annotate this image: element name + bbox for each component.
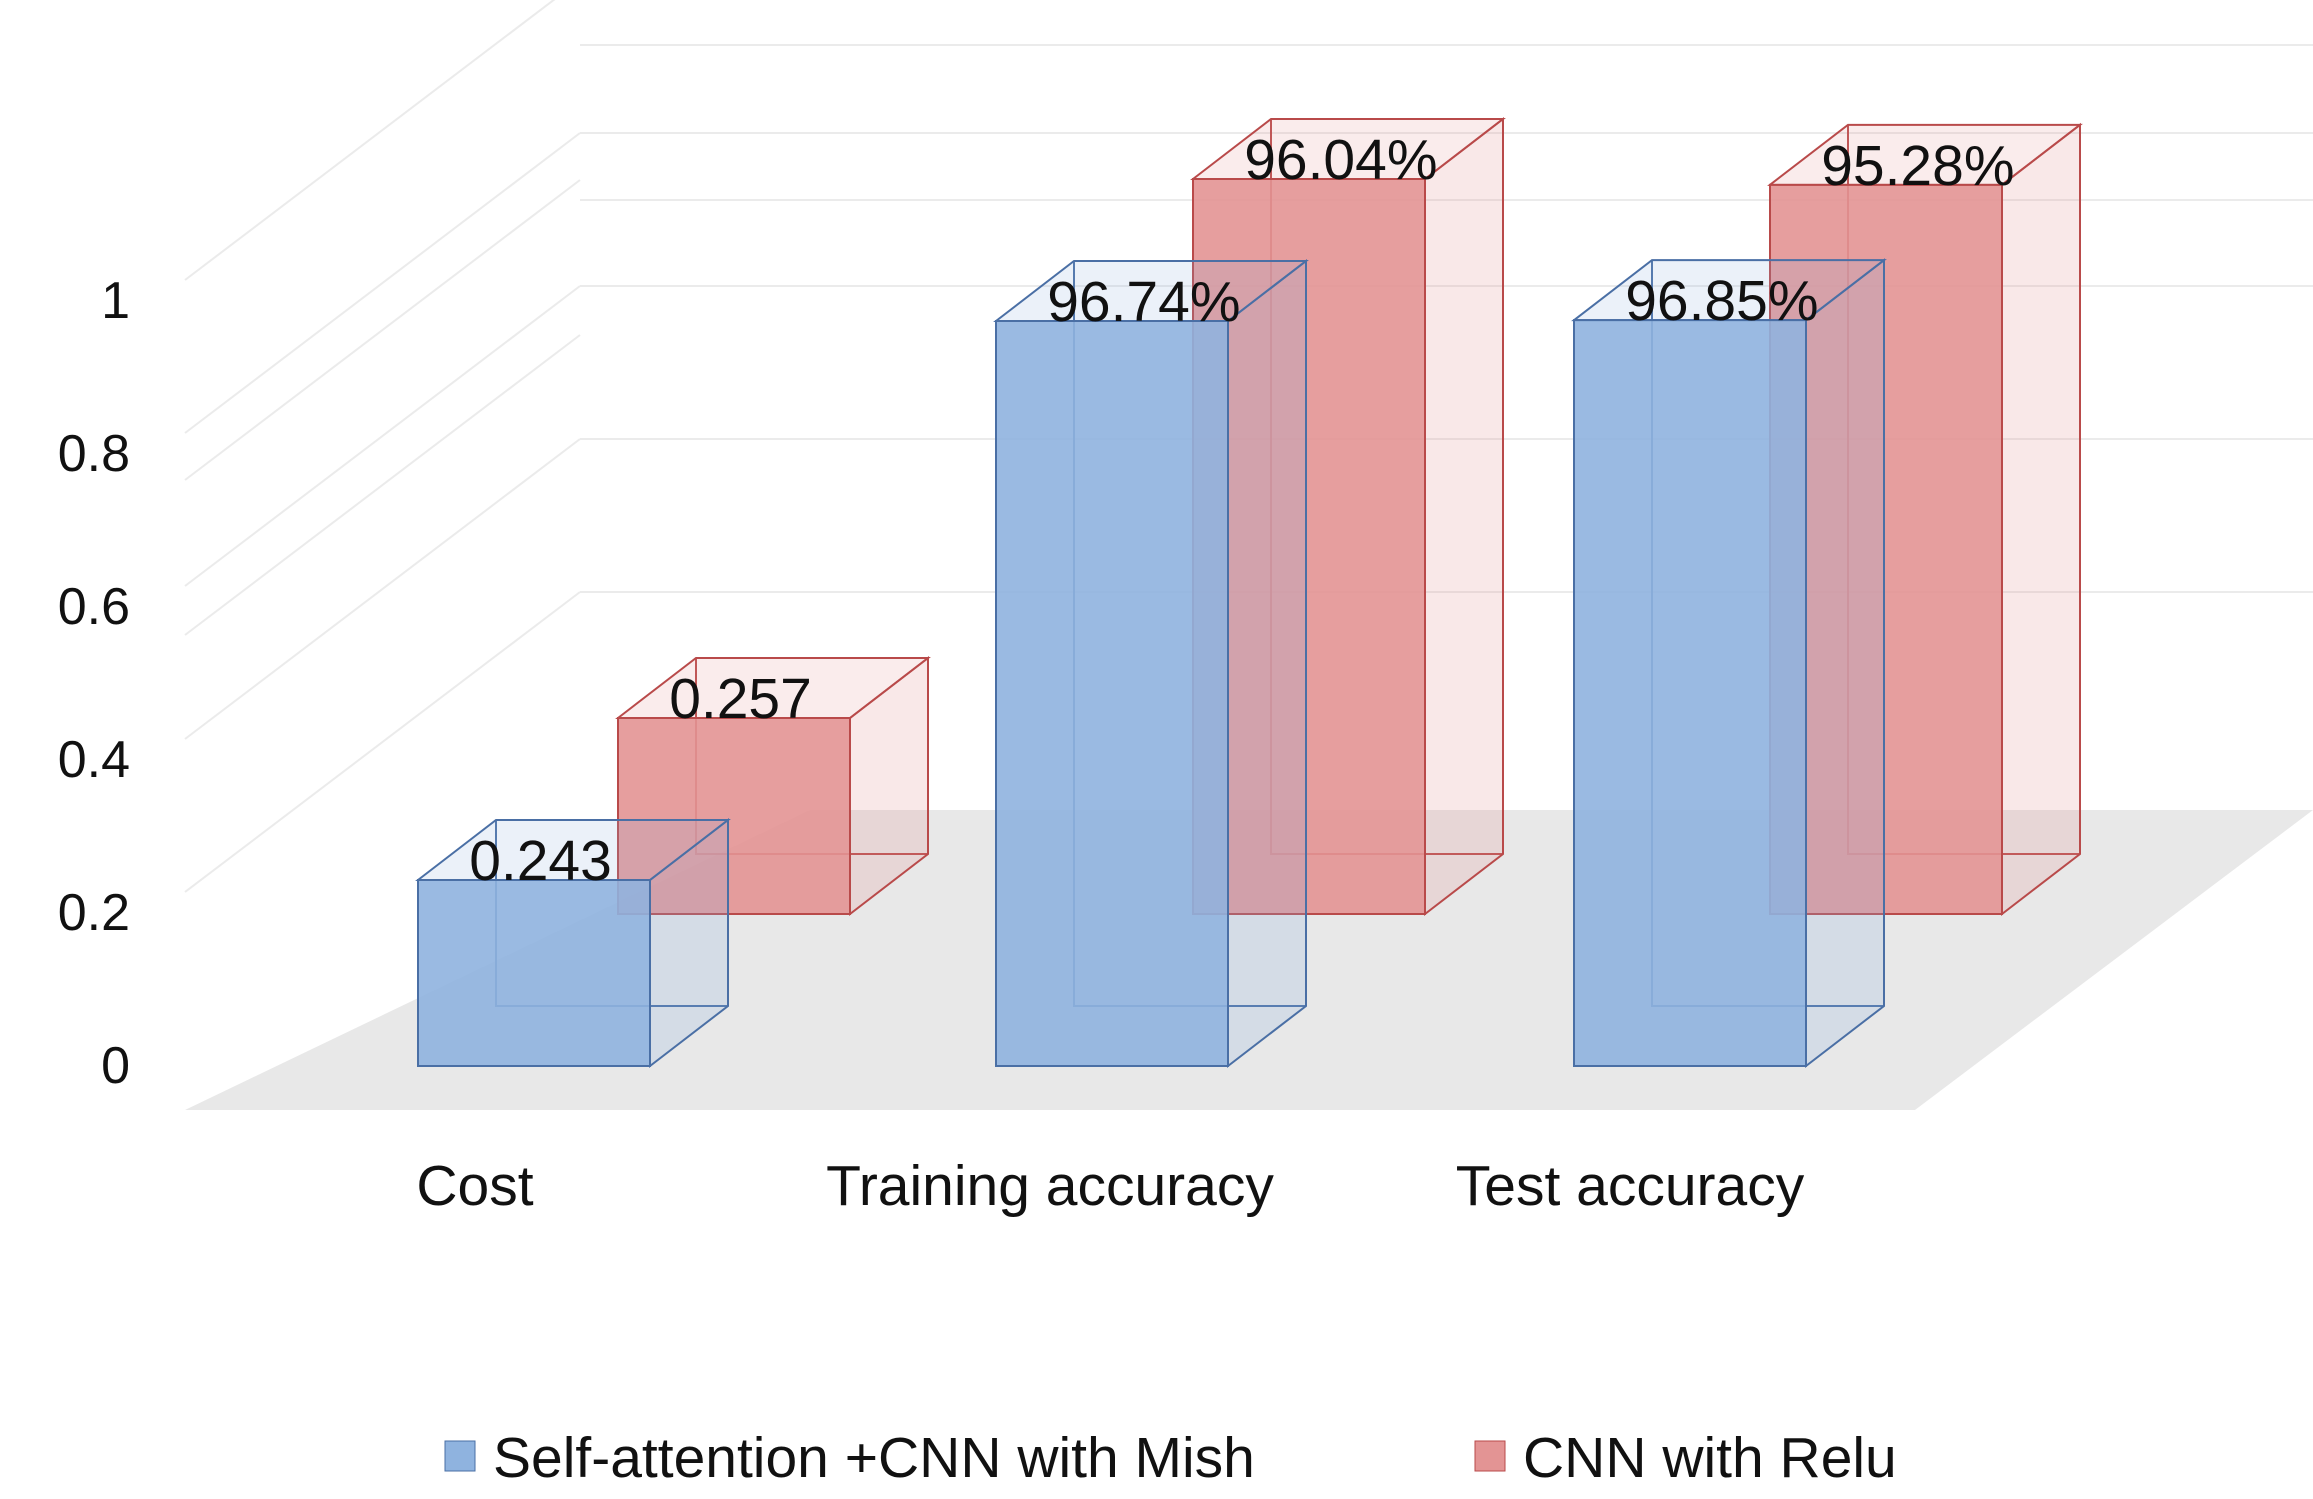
bar-self-attention-cnn-mish: 0.243 <box>415 817 731 1069</box>
gridline-side <box>184 438 581 740</box>
gridline-side <box>184 285 581 587</box>
bar-side <box>1227 258 1307 1069</box>
y-tick-label: 0.4 <box>58 731 130 789</box>
legend: Self-attention +CNN with Mish CNN with Re… <box>444 1426 1897 1490</box>
gridline-side <box>184 334 581 636</box>
gridline-side <box>184 0 556 281</box>
x-category-label: Training accuracy <box>826 1154 1274 1218</box>
bar-front <box>1573 319 1807 1067</box>
gridline-side <box>184 132 581 434</box>
data-label: 95.28% <box>1821 134 2014 198</box>
y-tick-label: 0 <box>101 1037 130 1095</box>
bar-self-attention-cnn-mish: 96.85% <box>1571 258 1887 1069</box>
y-axis-ticks: 0 0.2 0.4 0.6 0.8 1 <box>58 272 130 1095</box>
data-label: 96.74% <box>1047 270 1240 334</box>
y-tick-label: 0.2 <box>58 884 130 942</box>
x-category-label: Test accuracy <box>1456 1154 1805 1218</box>
bar-cnn-relu: 95.28% <box>1767 122 2083 917</box>
data-label: 96.85% <box>1625 269 1818 333</box>
gridline-side <box>184 591 581 893</box>
y-tick-label: 1 <box>101 272 130 330</box>
bar-front <box>417 879 651 1067</box>
legend-swatch <box>444 1440 476 1472</box>
gridline-side <box>184 179 581 481</box>
bars: 0.257 0.243 96.04% 96.74% 95.28% 96.85% <box>415 116 2083 1069</box>
x-axis-categories: Cost Training accuracy Test accuracy <box>416 1154 1804 1218</box>
legend-swatch <box>1474 1440 1506 1472</box>
category-group: 95.28% 96.85% <box>1571 122 2083 1069</box>
bar-cnn-relu: 96.04% <box>1190 116 1506 917</box>
category-group: 96.04% 96.74% <box>993 116 1506 1069</box>
data-label: 0.243 <box>469 829 612 893</box>
y-tick-label: 0.6 <box>58 578 130 636</box>
bar-cnn-relu: 0.257 <box>615 655 931 917</box>
x-category-label: Cost <box>416 1154 533 1218</box>
y-tick-label: 0.8 <box>58 425 130 483</box>
category-group: 0.257 0.243 <box>415 655 931 1069</box>
legend-item: CNN with Relu <box>1474 1426 1897 1490</box>
bar-side <box>2001 122 2081 917</box>
bar-self-attention-cnn-mish: 96.74% <box>993 258 1309 1069</box>
gridlines <box>184 0 2313 893</box>
bar-side <box>1805 258 1885 1069</box>
legend-item: Self-attention +CNN with Mish <box>444 1426 1255 1490</box>
bar-side <box>1424 116 1504 917</box>
data-label: 0.257 <box>669 667 812 731</box>
data-label: 96.04% <box>1244 128 1437 192</box>
bar-front <box>995 320 1229 1067</box>
legend-label: Self-attention +CNN with Mish <box>493 1426 1255 1490</box>
bar-front <box>617 717 851 915</box>
legend-label: CNN with Relu <box>1523 1426 1897 1490</box>
